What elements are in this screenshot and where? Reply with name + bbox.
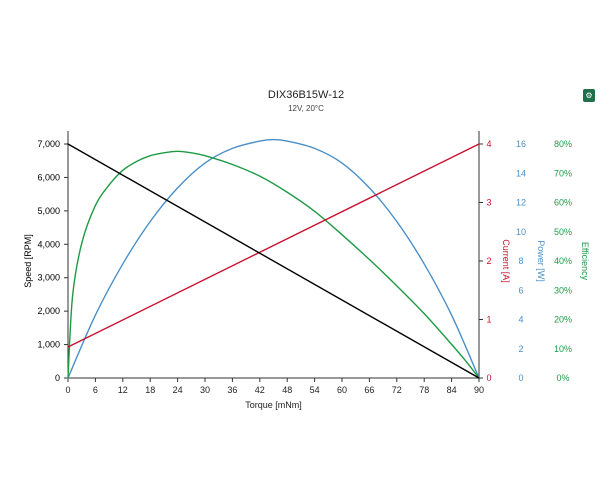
power-tick-label: 6 <box>518 285 523 295</box>
current-tick-label: 2 <box>486 256 491 266</box>
speed-axis-label: Speed [RPM] <box>23 234 33 288</box>
current-series-line <box>67 143 480 348</box>
efficiency-axis-label: Efficiency <box>580 242 590 281</box>
efficiency-tick-label: 60% <box>554 198 572 208</box>
x-tick-label: 30 <box>200 385 210 395</box>
efficiency-series-line <box>67 150 480 379</box>
x-tick-label: 42 <box>255 385 265 395</box>
x-axis-label: Torque [mNm] <box>245 400 302 410</box>
speed-tick-label: 2,000 <box>37 306 60 316</box>
power-tick-label: 4 <box>518 315 523 325</box>
speed-tick-label: 1,000 <box>37 340 60 350</box>
speed-series-line <box>67 143 480 379</box>
speed-tick-label: 7,000 <box>37 139 60 149</box>
power-tick-label: 8 <box>518 256 523 266</box>
efficiency-tick-label: 80% <box>554 139 572 149</box>
speed-tick-label: 3,000 <box>37 273 60 283</box>
power-series-line <box>67 138 480 379</box>
current-tick-label: 3 <box>486 198 491 208</box>
x-tick-label: 90 <box>474 385 484 395</box>
power-tick-label: 2 <box>518 344 523 354</box>
efficiency-tick-label: 20% <box>554 315 572 325</box>
x-tick-label: 48 <box>282 385 292 395</box>
efficiency-tick-label: 0% <box>556 373 569 383</box>
speed-tick-label: 4,000 <box>37 239 60 249</box>
x-tick-label: 72 <box>392 385 402 395</box>
efficiency-tick-label: 70% <box>554 168 572 178</box>
current-tick-label: 1 <box>486 315 491 325</box>
motor-icon[interactable]: ⚙ <box>583 89 595 102</box>
x-tick-label: 54 <box>310 385 320 395</box>
current-tick-label: 4 <box>486 139 491 149</box>
chart-series <box>67 138 480 379</box>
chart-subtitle: 12V, 20°C <box>288 104 324 113</box>
x-tick-label: 24 <box>173 385 183 395</box>
power-tick-label: 14 <box>516 168 526 178</box>
speed-tick-label: 5,000 <box>37 206 60 216</box>
x-tick-label: 78 <box>419 385 429 395</box>
speed-tick-label: 0 <box>55 373 60 383</box>
efficiency-tick-label: 40% <box>554 256 572 266</box>
speed-tick-label: 6,000 <box>37 172 60 182</box>
power-axis-label: Power [W] <box>536 240 546 282</box>
x-tick-label: 66 <box>364 385 374 395</box>
x-tick-label: 0 <box>65 385 70 395</box>
x-tick-label: 18 <box>145 385 155 395</box>
x-tick-label: 60 <box>337 385 347 395</box>
power-tick-label: 0 <box>518 373 523 383</box>
x-tick-label: 6 <box>93 385 98 395</box>
power-tick-label: 10 <box>516 227 526 237</box>
x-tick-label: 36 <box>227 385 237 395</box>
power-tick-label: 16 <box>516 139 526 149</box>
efficiency-tick-label: 10% <box>554 344 572 354</box>
chart-axes <box>64 131 483 382</box>
chart-title: DIX36B15W-12 <box>268 89 344 101</box>
current-tick-label: 0 <box>486 373 491 383</box>
efficiency-tick-label: 30% <box>554 285 572 295</box>
efficiency-tick-label: 50% <box>554 227 572 237</box>
current-axis-label: Current [A] <box>501 239 511 283</box>
x-tick-label: 84 <box>447 385 457 395</box>
power-tick-label: 12 <box>516 198 526 208</box>
x-tick-label: 12 <box>118 385 128 395</box>
